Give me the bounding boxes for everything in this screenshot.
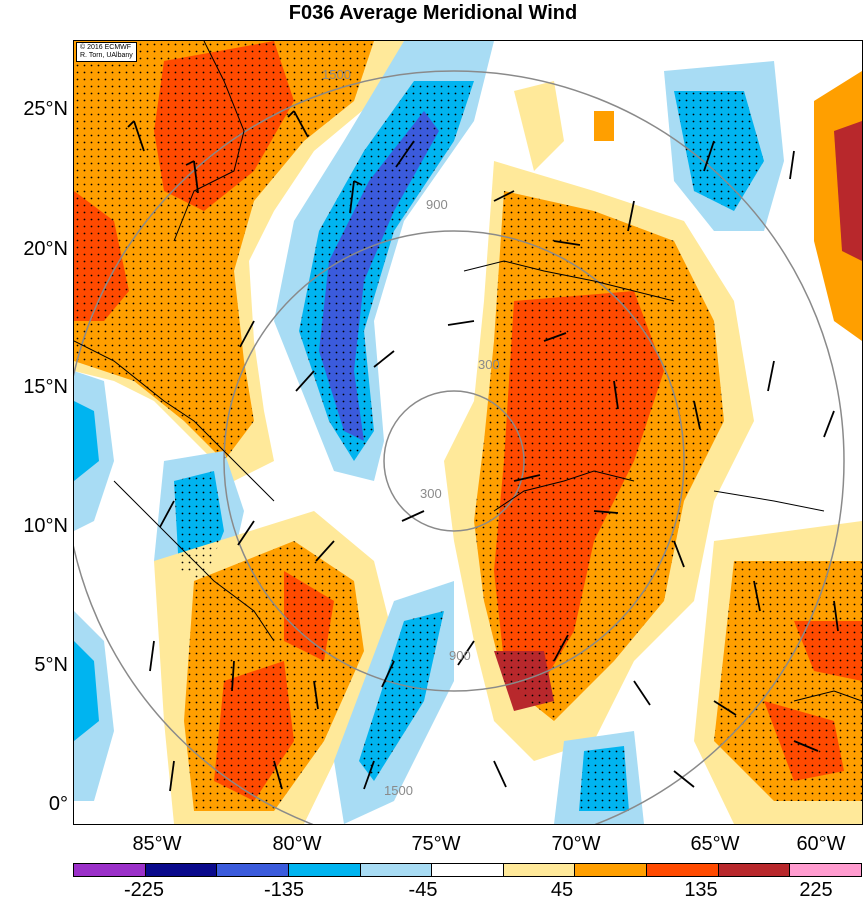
colorbar-swatch <box>216 863 289 877</box>
ring-label-900-bottom: 900 <box>449 648 471 663</box>
ring-label-1500-bottom: 1500 <box>384 783 413 798</box>
ring-label-900-top: 900 <box>426 197 448 212</box>
lat-label: 20°N <box>23 238 68 260</box>
lat-label: 25°N <box>23 98 68 120</box>
lat-label: 5°N <box>34 654 68 676</box>
ring-label-1500-top: 1500 <box>322 67 351 82</box>
colorbar <box>73 863 862 877</box>
lon-label: 60°W <box>796 833 846 855</box>
colorbar-swatch <box>359 863 433 877</box>
ring-label-300-top: 300 <box>478 357 500 372</box>
wind-barbs <box>127 110 839 792</box>
colorbar-swatch <box>287 863 361 877</box>
credit-line: R. Torn, UAlbany <box>80 52 133 59</box>
colorbar-label: 135 <box>684 879 718 901</box>
lon-label: 75°W <box>411 833 461 855</box>
lat-label: 15°N <box>23 376 68 398</box>
range-ring-900 <box>223 230 685 692</box>
colorbar-label: -135 <box>263 879 305 901</box>
map-title: F036 Average Meridional Wind <box>288 2 578 24</box>
colorbar-label: -45 <box>408 879 438 901</box>
colorbar-swatch <box>789 863 862 877</box>
colorbar-swatch <box>574 863 648 877</box>
range-rings <box>74 70 845 824</box>
colorbar-label: 45 <box>550 879 574 901</box>
colorbar-swatch <box>502 863 576 877</box>
colorbar-swatch <box>144 863 218 877</box>
map-canvas <box>74 41 862 824</box>
lat-label: 0° <box>48 793 68 815</box>
lon-label: 70°W <box>551 833 601 855</box>
map-panel <box>73 40 863 825</box>
credit-line: © 2016 ECMWF <box>80 44 132 51</box>
ring-label-300-bottom: 300 <box>420 486 442 501</box>
range-ring-300 <box>383 390 525 532</box>
colorbar-swatch <box>431 863 504 877</box>
colorbar-swatch <box>646 863 719 877</box>
colorbar-swatch <box>73 863 146 877</box>
credit-box: © 2016 ECMWF R. Torn, UAlbany <box>76 42 137 62</box>
significance-stippling <box>74 41 862 811</box>
lon-label: 85°W <box>132 833 182 855</box>
lon-label: 65°W <box>690 833 740 855</box>
colorbar-label: -225 <box>123 879 165 901</box>
lat-label: 10°N <box>23 515 68 537</box>
coastlines <box>74 41 862 702</box>
range-ring-1500 <box>74 70 845 824</box>
colorbar-label: 225 <box>799 879 833 901</box>
lon-label: 80°W <box>272 833 322 855</box>
colorbar-swatch <box>717 863 791 877</box>
